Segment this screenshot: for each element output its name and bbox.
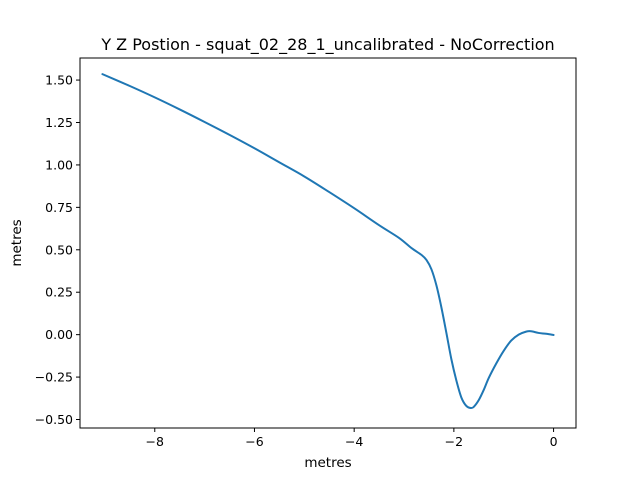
- x-tick-label: −4: [345, 434, 363, 449]
- y-tick-label: 1.50: [45, 73, 73, 88]
- y-tick-label: 0.00: [45, 327, 73, 342]
- y-tick-label: −0.25: [35, 370, 73, 385]
- y-axis-label: metres: [9, 219, 25, 266]
- x-axis-label: metres: [304, 455, 351, 471]
- y-tick-label: −0.50: [35, 412, 73, 427]
- x-tick-label: −6: [245, 434, 263, 449]
- y-tick-label: 0.25: [45, 285, 73, 300]
- x-tick-label: −8: [146, 434, 164, 449]
- y-tick-label: 1.25: [45, 115, 73, 130]
- y-tick-label: 0.75: [45, 200, 73, 215]
- plot-frame: [79, 57, 577, 429]
- chart-title: Y Z Postion - squat_02_28_1_uncalibrated…: [100, 35, 554, 55]
- series-line: [101, 73, 555, 410]
- ticks-layer: −8 −6 −4 −2 0 1.50 1.25 1.00 0.75 0.50 0.25 0.00 −0.…: [35, 73, 558, 449]
- y-tick-label: 1.00: [45, 157, 73, 172]
- x-tick-label: 0: [550, 434, 558, 449]
- plot-layer: [101, 73, 555, 410]
- x-tick-label: −2: [445, 434, 463, 449]
- y-tick-label: 0.50: [45, 242, 73, 257]
